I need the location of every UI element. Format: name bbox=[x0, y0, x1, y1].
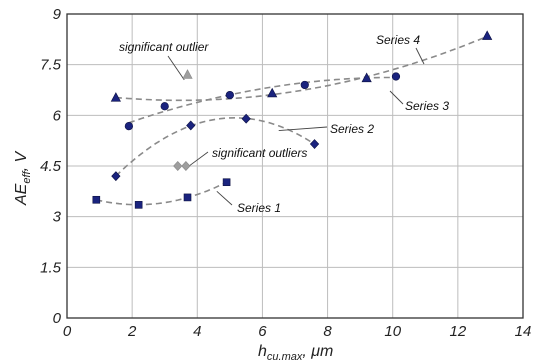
x-tick-label: 0 bbox=[63, 323, 72, 340]
x-tick-label: 4 bbox=[193, 323, 201, 340]
data-point-circle bbox=[160, 102, 169, 111]
y-tick-labels: 0 1.5 3 4.5 6 7.5 9 bbox=[40, 6, 62, 327]
series-2-label: Series 2 bbox=[330, 122, 374, 136]
data-point-circle bbox=[124, 122, 133, 131]
data-point-diamond bbox=[241, 113, 251, 124]
data-point-circle bbox=[225, 90, 234, 100]
plot-frame bbox=[66, 13, 524, 319]
annotation-leaders bbox=[167, 47, 425, 206]
data-point-triangle bbox=[182, 69, 193, 79]
y-tick-label: 7.5 bbox=[40, 57, 62, 74]
y-axis-title-subscript: eff bbox=[21, 170, 33, 183]
y-axis-title-main: AE bbox=[13, 183, 30, 206]
data-point-diamond bbox=[173, 161, 183, 171]
x-tick-label: 14 bbox=[515, 323, 532, 340]
leader-line bbox=[187, 151, 209, 168]
data-point-square bbox=[134, 201, 143, 209]
leader-line bbox=[415, 47, 425, 65]
data-point-triangle bbox=[267, 87, 278, 98]
outlier-label: significant outlier bbox=[119, 40, 209, 54]
data-point-diamond bbox=[309, 139, 320, 149]
trend-line bbox=[96, 181, 227, 206]
data-points bbox=[92, 30, 493, 209]
leader-line bbox=[167, 55, 185, 81]
data-point-circle bbox=[391, 72, 401, 81]
leader-line bbox=[389, 90, 404, 105]
data-point-diamond bbox=[181, 161, 191, 171]
data-point-triangle bbox=[482, 30, 493, 40]
data-point-diamond bbox=[111, 171, 121, 182]
leader-line bbox=[278, 126, 328, 131]
y-tick-label: 9 bbox=[53, 6, 62, 23]
x-tick-label: 10 bbox=[384, 323, 401, 340]
x-tick-label: 2 bbox=[127, 323, 137, 340]
x-axis-title: hcu.max, μm bbox=[258, 343, 333, 363]
leader-line bbox=[216, 190, 233, 206]
x-tick-label: 8 bbox=[323, 323, 332, 340]
y-tick-label: 4.5 bbox=[40, 158, 62, 175]
trend-line bbox=[115, 35, 488, 102]
y-tick-label: 3 bbox=[53, 209, 62, 226]
data-point-diamond bbox=[186, 120, 196, 131]
x-axis-title-unit: , μm bbox=[302, 343, 333, 360]
series-4-label: Series 4 bbox=[376, 33, 420, 47]
x-tick-labels: 0 2 4 6 8 10 12 14 bbox=[63, 323, 532, 340]
data-point-square bbox=[183, 193, 192, 202]
x-tick-label: 6 bbox=[258, 323, 267, 340]
data-point-triangle bbox=[110, 92, 121, 102]
series-3-label: Series 3 bbox=[405, 99, 449, 113]
y-axis-title-unit: , V bbox=[13, 151, 30, 172]
data-point-square bbox=[92, 195, 101, 204]
y-axis-title: AEeff, V bbox=[13, 151, 33, 206]
x-tick-label: 12 bbox=[450, 323, 467, 340]
data-point-triangle bbox=[361, 72, 372, 83]
x-axis-title-main: h bbox=[258, 343, 267, 360]
series-1-label: Series 1 bbox=[237, 201, 281, 215]
y-tick-label: 0 bbox=[53, 310, 62, 327]
gridlines bbox=[67, 14, 523, 318]
y-tick-label: 1.5 bbox=[40, 259, 62, 276]
outliers-label: significant outliers bbox=[212, 146, 307, 160]
trend-lines bbox=[96, 35, 488, 206]
y-tick-label: 6 bbox=[53, 107, 62, 124]
x-axis-title-subscript: cu.max bbox=[267, 351, 303, 363]
data-point-circle bbox=[300, 80, 309, 90]
data-point-square bbox=[222, 178, 231, 187]
trend-line bbox=[115, 116, 315, 177]
